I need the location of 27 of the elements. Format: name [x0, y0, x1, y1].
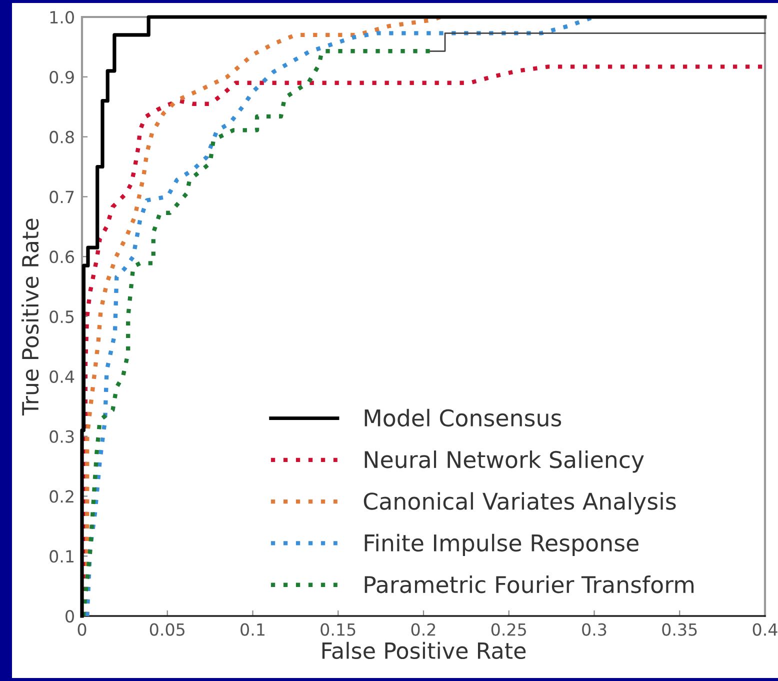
- y-axis-title: True Positive Rate: [21, 218, 39, 416]
- x-tick-label: 0: [78, 623, 86, 636]
- legend-label: Finite Impulse Response: [364, 534, 638, 556]
- x-tick-label: 0.35: [662, 623, 697, 636]
- x-tick-label: 0.3: [582, 623, 606, 636]
- y-tick-label: 0: [66, 610, 74, 623]
- y-tick-label: 1.0: [50, 10, 74, 24]
- x-tick-label: 0.05: [150, 623, 184, 636]
- y-tick-label: 0.1: [50, 550, 74, 563]
- x-tick-label: 0.25: [491, 623, 526, 636]
- legend-label: Neural Network Saliency: [364, 450, 644, 473]
- y-tick-label: 0.3: [50, 430, 74, 443]
- x-tick-label: 0.2: [411, 623, 436, 636]
- y-tick-label: 0.4: [50, 370, 74, 383]
- y-tick-label: 0.2: [50, 490, 74, 503]
- y-tick-label: 0.7: [50, 190, 74, 204]
- x-tick-label: 0.4: [752, 623, 778, 636]
- x-tick-label: 0.15: [320, 623, 356, 636]
- y-tick-label: 0.6: [50, 250, 74, 264]
- y-tick-label: 0.9: [50, 70, 74, 84]
- x-axis-title: False Positive Rate: [322, 642, 526, 660]
- x-tick-label: 0.1: [240, 623, 264, 636]
- legend-label: Canonical Variates Analysis: [364, 492, 676, 514]
- legend-label: Model Consensus: [364, 408, 562, 427]
- legend-label: Parametric Fourier Transform: [364, 575, 694, 594]
- y-tick-label: 0.5: [50, 310, 74, 324]
- y-tick-label: 0.8: [50, 130, 74, 144]
